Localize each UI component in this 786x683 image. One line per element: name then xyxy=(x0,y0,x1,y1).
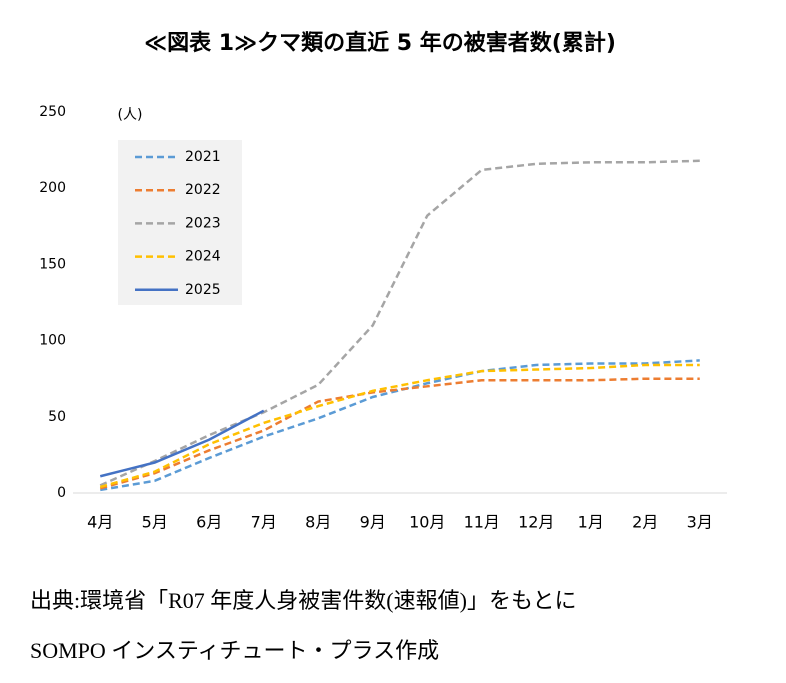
legend-label: 2022 xyxy=(185,182,221,198)
y-tick-label: 50 xyxy=(48,409,66,425)
x-tick-label: 10月 xyxy=(409,513,445,532)
x-tick-label: 2月 xyxy=(632,513,658,532)
series-line xyxy=(99,409,265,478)
x-tick-label: 9月 xyxy=(360,513,386,532)
y-tick-label: 250 xyxy=(39,104,66,120)
y-unit: (人) xyxy=(118,107,143,123)
x-tick-label: 6月 xyxy=(196,513,222,532)
legend-label: 2025 xyxy=(185,282,221,298)
y-tick-label: 0 xyxy=(57,485,66,501)
chart-title: ≪図表 1≫クマ類の直近 5 年の被害者数(累計) xyxy=(144,30,616,56)
series-line xyxy=(99,363,700,489)
x-tick-label: 11月 xyxy=(464,513,500,532)
source-line: SOMPO インスティチュート・プラス作成 xyxy=(30,638,439,663)
x-tick-label: 5月 xyxy=(142,513,168,532)
legend-label: 2023 xyxy=(185,215,221,231)
x-tick-label: 1月 xyxy=(578,513,604,532)
x-tick-label: 3月 xyxy=(687,513,713,532)
series-line xyxy=(99,159,700,487)
y-tick-label: 200 xyxy=(39,180,66,196)
x-tick-label: 7月 xyxy=(251,513,277,532)
series-line xyxy=(100,359,700,492)
legend-label: 2024 xyxy=(185,249,221,265)
y-tick-label: 100 xyxy=(39,333,66,349)
x-tick-label: 8月 xyxy=(305,513,331,532)
legend-label: 2021 xyxy=(185,149,221,165)
y-tick-label: 150 xyxy=(39,256,66,272)
x-tick-label: 4月 xyxy=(87,513,113,532)
source-line: 出典:環境省「R07 年度人身被害件数(速報値)」をもとに xyxy=(30,588,577,613)
x-tick-label: 12月 xyxy=(518,513,554,532)
series-line xyxy=(99,377,700,490)
